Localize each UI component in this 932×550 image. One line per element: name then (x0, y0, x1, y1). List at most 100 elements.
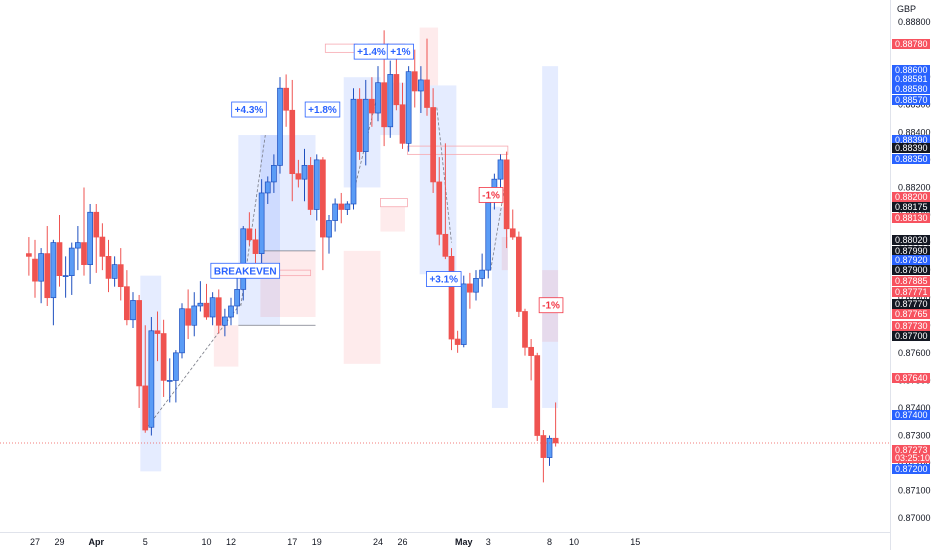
candle-down (307, 157, 314, 216)
candle-body (87, 211, 93, 265)
candle-body (240, 228, 247, 290)
candle-body (99, 236, 106, 257)
x-tick-label: 8 (547, 537, 552, 547)
price-badge-text: 0.87771 (895, 287, 928, 297)
candle-body (313, 159, 320, 210)
price-badge-bg (892, 95, 930, 105)
annotation-box (231, 101, 267, 118)
position-zone-long (419, 85, 457, 275)
candle-up (473, 270, 479, 301)
price-badge: 0.88350 (892, 154, 930, 164)
annotation-text: +1% (390, 47, 410, 58)
candle-body (375, 82, 381, 114)
y-tick-label: 0.87800 (898, 293, 931, 303)
time-axis[interactable]: 27 29 Apr 5 10 12 17 19 24 26 May 3 8 10 15 (30, 537, 640, 547)
candle-up (460, 275, 467, 348)
annotation-label: +3.1% (426, 271, 462, 287)
candle-down (411, 49, 418, 108)
candle-body (442, 233, 449, 257)
price-badge-text: 0.88580 (895, 84, 928, 94)
candle-down (105, 239, 112, 293)
candle-body (179, 308, 185, 354)
candle-body (497, 159, 504, 180)
candle-down (56, 215, 63, 287)
candle-body (546, 437, 553, 458)
candle-body (173, 352, 179, 381)
x-tick-label: 17 (287, 537, 297, 547)
annotation-text: +3.1% (429, 275, 458, 286)
annotation-box (304, 101, 341, 118)
position-zone-short (380, 206, 405, 232)
price-badge: 0.87200 (892, 464, 930, 474)
price-badge-text: 0.87400 (895, 410, 928, 420)
candle-up (68, 242, 75, 295)
candle-body (381, 82, 387, 128)
candle-body (522, 311, 528, 348)
annotation-text: +4.3% (235, 105, 264, 116)
x-tick-label: 3 (486, 537, 491, 547)
price-badge-text: 0.87770 (895, 299, 928, 309)
candle-body (436, 181, 443, 235)
candle-body (362, 98, 369, 152)
price-badge: 0.88020 (892, 235, 930, 245)
candle-body (234, 289, 240, 307)
candle-down (356, 88, 363, 160)
candle-down (509, 209, 516, 240)
candle-down (154, 311, 161, 362)
candle-down (436, 157, 443, 246)
x-tick-label: 10 (569, 537, 579, 547)
candles (26, 30, 559, 483)
annotation-label: +1% (386, 43, 414, 60)
price-badge-text: 0.88581 (895, 74, 928, 84)
price-badge-bg (892, 135, 930, 145)
price-badge-bg (892, 84, 930, 94)
price-badge-bg (892, 331, 930, 341)
candle-down (26, 237, 32, 276)
candle-body (289, 109, 296, 175)
candle-body (479, 269, 485, 279)
candle-down (289, 79, 296, 202)
position-zone-long (542, 66, 559, 408)
candle-body (271, 165, 277, 183)
candle-down (467, 272, 473, 309)
candle-body (320, 159, 326, 238)
candle-down (399, 82, 406, 149)
candle-down (185, 289, 191, 340)
candle-down (32, 239, 38, 298)
candle-down (142, 325, 149, 433)
candle-down (283, 74, 289, 127)
price-badge: 0.87900 (892, 265, 930, 275)
candle-down (93, 203, 100, 273)
position-zone-short (501, 237, 508, 271)
price-badge: 0.87765 (892, 309, 930, 319)
candle-body (467, 283, 473, 293)
price-badge: 0.87400 (892, 410, 930, 420)
x-tick-label: 27 (30, 537, 40, 547)
candle-body (124, 286, 130, 321)
candle-up (228, 297, 234, 326)
candle-body (534, 355, 541, 436)
price-badge: 0.88200 (892, 192, 930, 202)
price-badge-bg (892, 445, 930, 463)
x-tick-label: 26 (397, 537, 407, 547)
candle-body (136, 300, 142, 387)
price-badge-text: 0.88390 (895, 143, 928, 153)
currency-label: GBP (897, 4, 916, 14)
price-badge-text: 0.87990 (895, 246, 928, 256)
trade-path-line (436, 107, 452, 243)
price-badge: 0.88130 (892, 213, 930, 223)
candle-up (234, 278, 240, 315)
candle-body (62, 275, 69, 277)
price-badge: 0.88570 (892, 95, 930, 105)
candle-down (252, 228, 259, 265)
price-badge: 0.87771 (892, 287, 930, 297)
price-badge-text: 0.88200 (895, 192, 928, 202)
candle-up (173, 350, 179, 403)
candle-up (479, 253, 485, 287)
candle-body (344, 203, 351, 210)
price-badge-text: 0.88175 (895, 202, 928, 212)
price-badge-text: 0.88600 (895, 65, 928, 75)
candle-up (197, 281, 204, 312)
